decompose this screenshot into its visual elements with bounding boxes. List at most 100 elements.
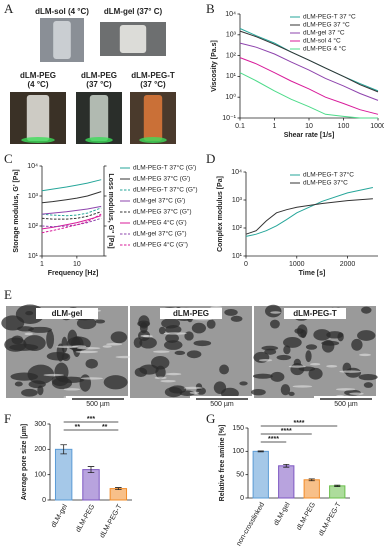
x-tick-label: 0.1 bbox=[235, 123, 245, 130]
pore bbox=[1, 315, 25, 331]
y-tick-label: 10⁻¹ bbox=[222, 115, 236, 122]
ridge bbox=[359, 353, 371, 357]
pore bbox=[46, 351, 69, 361]
ridge bbox=[210, 306, 223, 309]
significance-label: **** bbox=[268, 436, 279, 443]
photo-label: (37 °C) bbox=[140, 80, 166, 89]
pore bbox=[14, 381, 23, 387]
significance-label: ** bbox=[102, 424, 108, 431]
x-tick-label: dLM-PEG-T bbox=[99, 503, 124, 539]
scale-label: 500 µm bbox=[334, 401, 358, 408]
glow bbox=[139, 137, 167, 143]
y-tick-label: 0 bbox=[240, 495, 244, 502]
x-tick-label: 2000 bbox=[340, 261, 356, 268]
y-tick-label: 300 bbox=[34, 421, 46, 428]
ridge bbox=[163, 332, 187, 335]
tube bbox=[26, 95, 50, 141]
scale-label: 500 µm bbox=[86, 401, 110, 408]
ridge bbox=[288, 365, 306, 368]
photo-label: dLM-PEG bbox=[81, 71, 117, 80]
ridge bbox=[43, 373, 65, 377]
bar bbox=[278, 465, 295, 499]
pore bbox=[161, 318, 181, 329]
error-bar bbox=[60, 444, 67, 455]
photo-label: dLM-PEG bbox=[20, 71, 56, 80]
x-tick-label: 1 bbox=[40, 261, 44, 268]
pore bbox=[206, 319, 216, 329]
panel-letter: E bbox=[4, 287, 12, 302]
error-bar bbox=[334, 484, 341, 487]
pore bbox=[10, 372, 39, 381]
y-tick-label: 10⁴ bbox=[27, 163, 38, 170]
error-bar bbox=[308, 478, 315, 482]
tube bbox=[89, 95, 109, 141]
photo-label: dLM-sol (4 °C) bbox=[35, 7, 89, 16]
bar bbox=[82, 469, 100, 501]
pore bbox=[46, 329, 55, 349]
pore bbox=[76, 317, 97, 330]
y-axis-label: Relative free amine [%] bbox=[219, 425, 226, 502]
x-tick-label: 100 bbox=[338, 123, 350, 130]
ridge bbox=[349, 392, 364, 395]
pore bbox=[37, 385, 44, 396]
pore bbox=[283, 336, 302, 348]
error-bar bbox=[87, 466, 95, 474]
pore bbox=[261, 345, 279, 351]
pore bbox=[361, 306, 372, 314]
pore bbox=[358, 373, 378, 381]
panel-letter: C bbox=[4, 151, 13, 166]
scale-label: 500 µm bbox=[210, 401, 234, 408]
x-tick-label: non-crosslinked bbox=[236, 501, 267, 547]
y-axis-label: Storage modulus, G' [Pa] bbox=[13, 169, 20, 252]
ridge bbox=[80, 377, 104, 380]
x-tick-label: 1000 bbox=[289, 261, 305, 268]
x-tick-label: dLM-PEG bbox=[296, 501, 317, 531]
legend-label: dLM-PEG 37°C (G'') bbox=[133, 208, 192, 216]
pore bbox=[305, 344, 318, 350]
pore bbox=[326, 331, 344, 339]
legend-label: dLM-gel 37 °C bbox=[303, 29, 345, 37]
pore bbox=[139, 364, 159, 375]
y-tick-label: 100 bbox=[232, 448, 244, 455]
pore bbox=[184, 331, 194, 341]
series-line bbox=[41, 179, 102, 192]
pore bbox=[239, 381, 248, 386]
y-axis-label: Average pore size [µm] bbox=[21, 424, 28, 501]
x-tick-label: 10 bbox=[73, 261, 81, 268]
y-tick-label: 100 bbox=[34, 472, 46, 479]
x-tick-label: dLM-PEG bbox=[75, 503, 96, 533]
pore bbox=[265, 304, 282, 318]
significance-label: ** bbox=[75, 424, 81, 431]
y-tick-label: 10⁰ bbox=[225, 93, 236, 101]
x-tick-label: 1 bbox=[273, 123, 277, 130]
sem-label: dLM-PEG bbox=[173, 309, 209, 318]
ridge bbox=[24, 332, 33, 336]
photo-label: dLM-PEG-T bbox=[131, 71, 175, 80]
pore bbox=[95, 319, 106, 324]
pore bbox=[23, 335, 46, 351]
ridge bbox=[154, 376, 167, 380]
pore bbox=[230, 315, 243, 322]
series-line bbox=[41, 213, 102, 234]
legend-label: dLM-PEG 4°C (G') bbox=[133, 219, 187, 227]
bar bbox=[109, 488, 128, 501]
ridge bbox=[183, 386, 203, 390]
pore bbox=[11, 335, 24, 345]
bar bbox=[54, 448, 73, 501]
series-line bbox=[41, 191, 102, 204]
label-bg bbox=[36, 308, 98, 319]
series-line bbox=[239, 72, 378, 119]
pore bbox=[85, 358, 98, 369]
y-tick-label: 10¹ bbox=[28, 253, 39, 260]
pore bbox=[351, 338, 363, 351]
x-tick-label: 1000 bbox=[370, 123, 384, 130]
pore bbox=[357, 330, 376, 341]
y-tick-label: 10³ bbox=[226, 32, 237, 39]
pore bbox=[61, 336, 68, 353]
pore bbox=[164, 387, 183, 398]
pore bbox=[219, 364, 230, 375]
legend-label: dLM-PEG-T 37°C (G') bbox=[133, 164, 196, 172]
ridge bbox=[189, 391, 200, 394]
y-tick-label: 0 bbox=[42, 497, 46, 504]
series-line bbox=[41, 207, 102, 217]
